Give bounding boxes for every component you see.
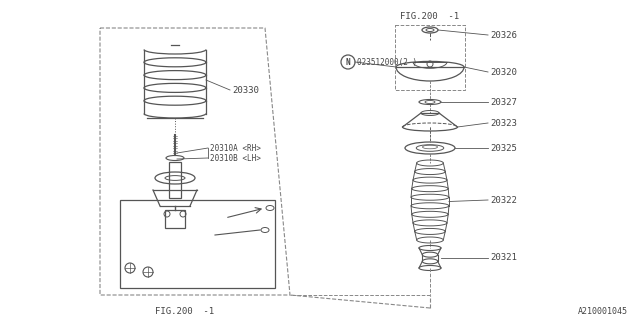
Bar (165, 210, 185, 228)
Text: 20323: 20323 (490, 118, 517, 127)
Text: FIG.200  -1: FIG.200 -1 (156, 308, 214, 316)
Text: 20321: 20321 (490, 253, 517, 262)
Text: 20310A <RH>: 20310A <RH> (210, 143, 261, 153)
Text: A210001045: A210001045 (578, 308, 628, 316)
Text: 20330: 20330 (232, 85, 259, 94)
Text: 20327: 20327 (490, 98, 517, 107)
Bar (169, 162, 181, 198)
Text: 20326: 20326 (490, 30, 517, 39)
Text: 20322: 20322 (490, 196, 517, 204)
Text: 023512000(2 ): 023512000(2 ) (357, 58, 417, 67)
Text: 20320: 20320 (490, 68, 517, 76)
Text: N: N (346, 58, 350, 67)
Text: 20310B <LH>: 20310B <LH> (210, 154, 261, 163)
Text: FIG.200  -1: FIG.200 -1 (401, 12, 460, 20)
Bar (120, 200, 275, 288)
Text: 20325: 20325 (490, 143, 517, 153)
